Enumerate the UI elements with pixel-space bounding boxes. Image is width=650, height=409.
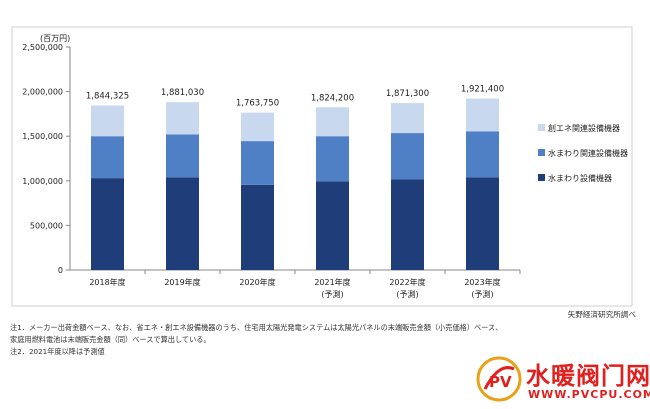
bar-segment [91,178,124,270]
footnote-line: 注1．メーカー出荷金額ベース、なお、省エネ・創エネ設備機器のうち、住宅用太陽光発… [10,323,503,332]
bar-segment [166,177,199,270]
source-credit: 矢野経済研究所調べ [567,310,636,319]
total-data-label: 1,881,030 [161,88,204,98]
total-data-label: 1,921,400 [461,85,504,95]
x-tick-label: 2020年度 [239,277,275,287]
total-data-label: 1,763,750 [236,99,279,109]
legend-swatch [538,124,545,131]
watermark-logo-icon: PV [476,356,522,402]
bar-segment [391,179,424,270]
legend-swatch [538,149,545,156]
bar-segment [466,177,499,270]
site-watermark: PV 水暖阀门网 WWW.PVCPU.COM [476,354,650,409]
x-tick-label: 2022年度 [389,277,425,287]
watermark-url: WWW.PVCPU.COM [528,388,650,401]
bar-segment [466,131,499,178]
total-data-label: 1,844,325 [86,91,129,101]
y-tick-label: 1,500,000 [22,132,63,141]
legend-label: 水まわり関連設備機器 [548,148,628,158]
y-tick-label: 2,000,000 [22,88,63,97]
bar-segment [91,136,124,179]
y-tick-label: 500,000 [30,221,63,230]
x-tick-sublabel: (予測) [321,289,343,299]
legend-swatch [538,174,545,181]
footnotes: 注1．メーカー出荷金額ベース、なお、省エネ・創エネ設備機器のうち、住宅用太陽光発… [10,322,630,358]
bar-segment [241,184,274,270]
bar-segment [316,107,349,137]
x-tick-label: 2023年度 [464,277,500,287]
chart-border [11,26,633,307]
bar-segment [166,102,199,135]
x-tick-label: 2021年度 [314,277,350,287]
total-data-label: 1,871,300 [386,89,429,99]
x-tick-label: 2018年度 [89,277,125,287]
bar-segment [391,103,424,134]
y-tick-label: 0 [58,266,63,275]
bar-segment [241,141,274,185]
bar-segment [391,133,424,180]
y-tick-label: 2,500,000 [22,43,63,52]
legend-label: 水まわり設備機器 [548,173,612,183]
bar-segment [316,136,349,182]
bar-segment [466,98,499,132]
watermark-title: 水暖阀门网 [526,362,650,390]
footnote-line: 注2．2021年度以降は予測値 [10,347,105,356]
bar-segment [316,181,349,270]
total-data-label: 1,824,200 [311,93,354,103]
x-tick-label: 2019年度 [164,277,200,287]
y-unit-label: (百万円) [40,34,70,43]
bar-segment [166,134,199,178]
bar-segment [241,112,274,142]
watermark-logo-text: PV [489,373,512,391]
legend-label: 創エネ関連設備機器 [548,123,620,133]
bar-segment [91,105,124,137]
y-tick-label: 1,000,000 [22,177,63,186]
footnote-line: 家庭用燃料電池は末端販売金額（同）ベースで算出している。 [10,335,211,344]
x-tick-sublabel: (予測) [471,289,493,299]
x-tick-sublabel: (予測) [396,289,418,299]
